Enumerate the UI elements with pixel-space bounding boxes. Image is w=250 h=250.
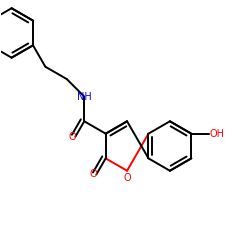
Text: O: O [68,132,76,142]
Text: O: O [90,170,97,179]
Text: O: O [123,173,131,183]
Text: NH: NH [77,92,92,102]
Text: OH: OH [210,129,225,139]
